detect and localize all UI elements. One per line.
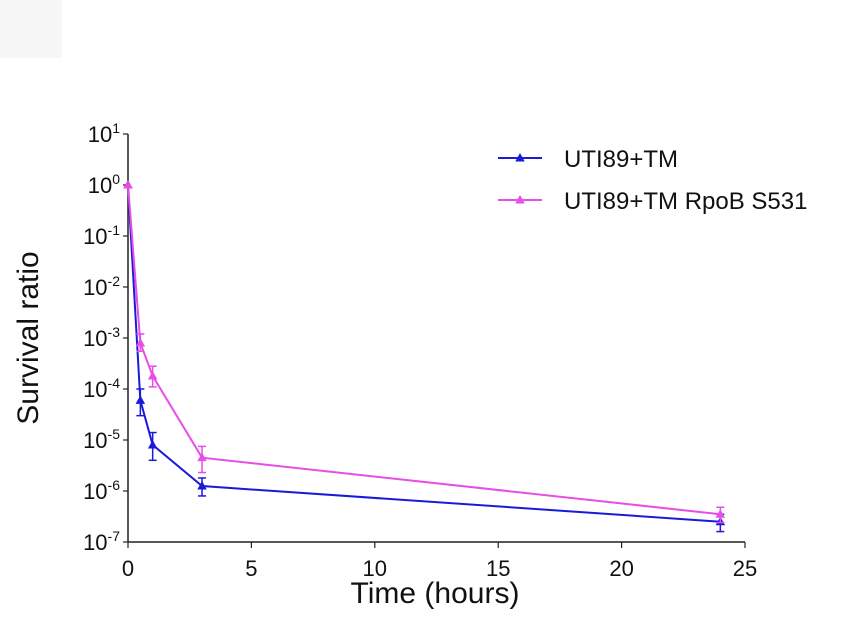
y-tick-exponent: -3 xyxy=(108,324,121,340)
y-tick-base: 10 xyxy=(83,377,107,402)
y-tick-base: 10 xyxy=(83,224,107,249)
data-point xyxy=(135,395,146,404)
y-tick-label: 101 xyxy=(88,120,120,147)
x-tick-label: 25 xyxy=(733,556,757,581)
x-tick-label: 20 xyxy=(609,556,633,581)
y-tick-exponent: -2 xyxy=(108,273,121,289)
x-tick-labels: 0 5 10 15 20 25 xyxy=(122,556,757,581)
y-tick-exponent: -4 xyxy=(108,375,121,391)
y-tick-base: 10 xyxy=(83,530,107,555)
y-tick-label: 10-6 xyxy=(83,477,120,504)
series-line xyxy=(127,184,721,523)
x-tick-label: 0 xyxy=(122,556,134,581)
series-2 xyxy=(123,180,726,524)
series-layer xyxy=(123,180,726,533)
y-tick-base: 10 xyxy=(83,326,107,351)
data-point xyxy=(715,509,726,518)
legend: UTI89+TM UTI89+TM RpoB S531 xyxy=(498,146,807,215)
y-tick-label: 10-7 xyxy=(83,528,120,555)
data-point xyxy=(123,180,133,189)
legend-item-1: UTI89+TM xyxy=(498,146,678,173)
legend-label: UTI89+TM RpoB S531 xyxy=(564,188,807,215)
data-point xyxy=(135,337,146,347)
y-axis-title: Survival ratio xyxy=(12,251,45,424)
data-point xyxy=(197,481,207,490)
x-tick-label: 5 xyxy=(245,556,257,581)
y-tick-base: 10 xyxy=(88,173,112,198)
legend-marker xyxy=(515,195,525,204)
y-tick-base: 10 xyxy=(88,122,112,147)
y-tick-base: 10 xyxy=(83,479,107,504)
y-tick-base: 10 xyxy=(83,428,107,453)
y-tick-label: 10-1 xyxy=(83,222,120,249)
y-tick-exponent: -1 xyxy=(108,222,121,238)
legend-label: UTI89+TM xyxy=(564,146,678,173)
y-tick-label: 10-2 xyxy=(83,273,120,300)
data-point xyxy=(147,439,158,449)
y-tick-exponent: 1 xyxy=(112,120,120,136)
x-axis-title: Time (hours) xyxy=(351,577,520,610)
series-1 xyxy=(123,180,726,533)
y-tick-exponent: -7 xyxy=(108,528,121,544)
x-tick-label: 10 xyxy=(363,556,387,581)
y-tick-base: 10 xyxy=(83,275,107,300)
x-tick-label: 15 xyxy=(486,556,510,581)
legend-item-2: UTI89+TM RpoB S531 xyxy=(498,188,807,215)
data-point xyxy=(197,452,207,462)
data-point xyxy=(147,370,158,380)
corner-artifact xyxy=(0,0,62,58)
y-tick-label: 10-5 xyxy=(83,426,120,453)
legend-marker xyxy=(515,153,525,162)
y-tick-exponent: -5 xyxy=(108,426,121,442)
series-line xyxy=(127,184,721,516)
y-tick-label: 10-3 xyxy=(83,324,120,351)
y-tick-exponent: 0 xyxy=(112,171,120,187)
y-tick-label: 100 xyxy=(88,171,120,198)
y-tick-label: 10-4 xyxy=(83,375,120,402)
y-tick-exponent: -6 xyxy=(108,477,121,493)
